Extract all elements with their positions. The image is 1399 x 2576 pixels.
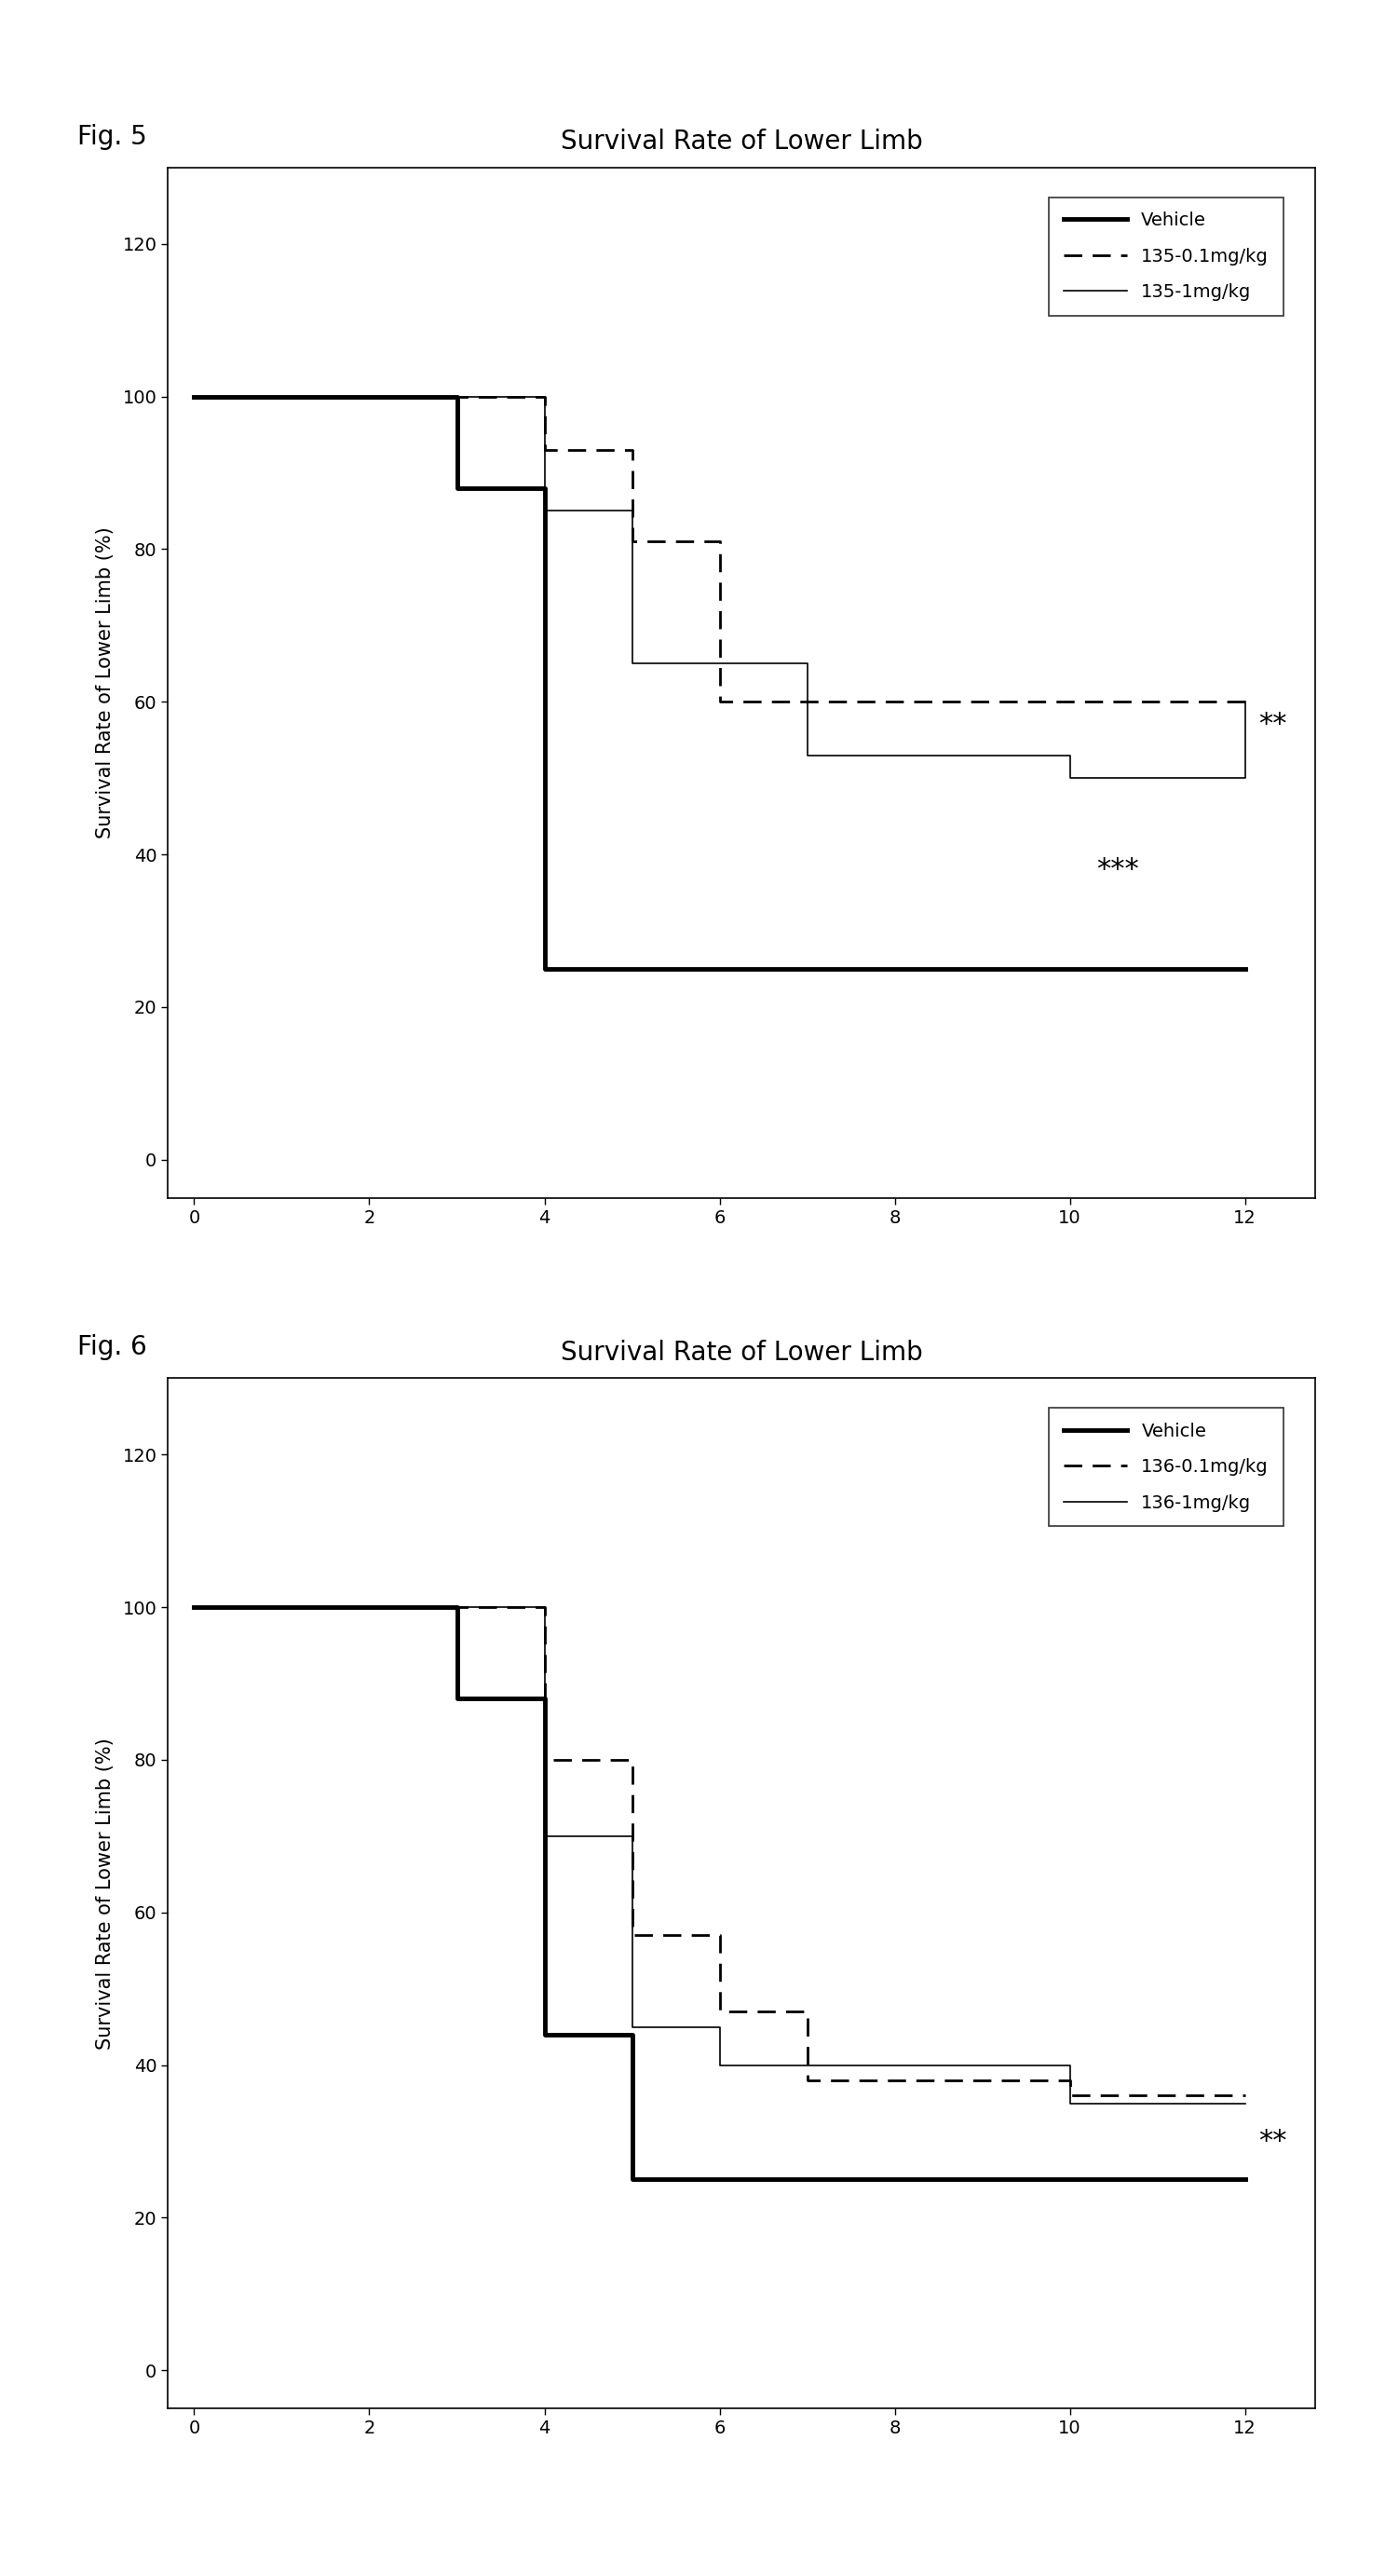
Text: **: ** xyxy=(1258,2128,1287,2156)
Y-axis label: Survival Rate of Lower Limb (%): Survival Rate of Lower Limb (%) xyxy=(97,526,115,840)
Text: ***: *** xyxy=(1097,855,1139,884)
Text: Fig. 6: Fig. 6 xyxy=(77,1334,147,1360)
Text: Fig. 5: Fig. 5 xyxy=(77,124,147,149)
Title: Survival Rate of Lower Limb: Survival Rate of Lower Limb xyxy=(561,1340,922,1365)
Legend: Vehicle, 136-0.1mg/kg, 136-1mg/kg: Vehicle, 136-0.1mg/kg, 136-1mg/kg xyxy=(1049,1409,1283,1525)
Title: Survival Rate of Lower Limb: Survival Rate of Lower Limb xyxy=(561,129,922,155)
Text: **: ** xyxy=(1258,711,1287,739)
Y-axis label: Survival Rate of Lower Limb (%): Survival Rate of Lower Limb (%) xyxy=(97,1736,115,2050)
Legend: Vehicle, 135-0.1mg/kg, 135-1mg/kg: Vehicle, 135-0.1mg/kg, 135-1mg/kg xyxy=(1049,198,1283,314)
